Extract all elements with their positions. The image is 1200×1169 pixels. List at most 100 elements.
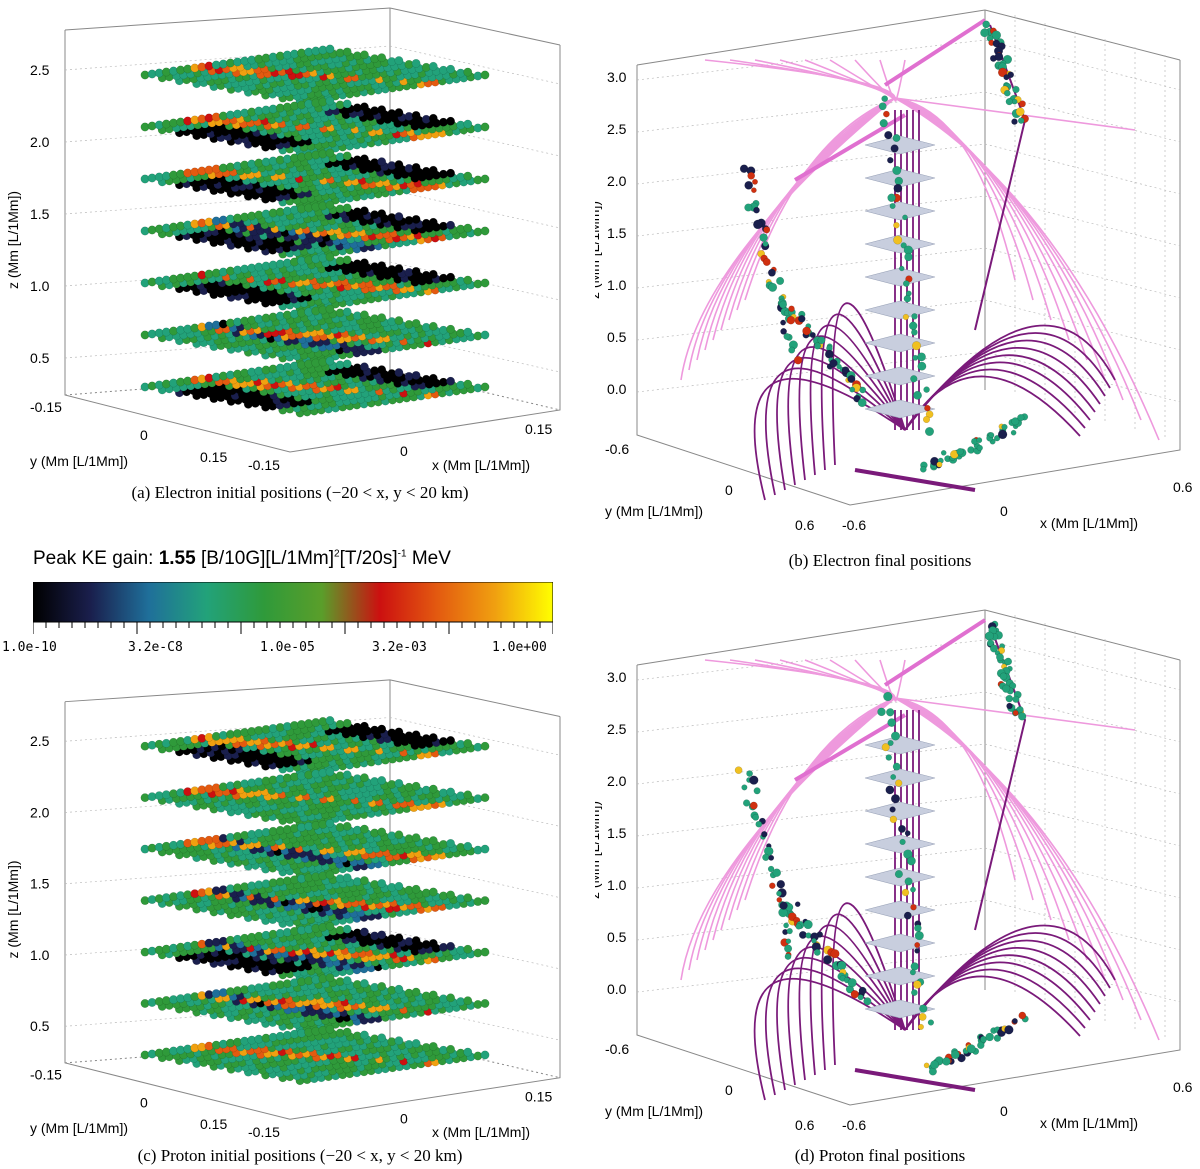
particle — [783, 922, 789, 929]
particle — [877, 707, 886, 717]
z-tick-label: 2.5 — [607, 121, 627, 137]
particle — [394, 108, 404, 118]
particle — [913, 980, 922, 989]
z-tick-label: 0.0 — [607, 381, 627, 397]
z-tick-label: 1.0 — [30, 947, 50, 963]
x-tick-label: -0.15 — [248, 1124, 280, 1140]
particle — [463, 739, 473, 748]
field-line — [787, 346, 906, 486]
particle — [759, 233, 768, 242]
particle — [809, 332, 816, 339]
particle — [394, 933, 404, 943]
particle — [863, 997, 872, 1006]
particle — [752, 178, 758, 185]
axes-top-back — [64, 7, 391, 31]
z-tick-label: 1.5 — [30, 876, 50, 892]
current-sheet — [864, 801, 936, 821]
particle — [858, 986, 867, 995]
grid-line — [389, 333, 561, 373]
x-tick-label: -0.6 — [842, 517, 866, 533]
x-axis-label: x (Mm [L/1Mm]) — [432, 457, 530, 473]
particle — [911, 328, 918, 336]
particle — [1002, 684, 1011, 693]
field-line-thick — [793, 113, 907, 182]
particle — [904, 252, 913, 262]
particle — [359, 979, 369, 988]
particle — [817, 336, 826, 345]
z-axis-label: z (Mm [L/1Mm]) — [5, 191, 21, 289]
particle — [887, 739, 894, 746]
particle — [966, 1044, 976, 1054]
particle — [480, 382, 490, 392]
particle — [993, 1034, 1002, 1042]
field-lines-upper — [680, 618, 1160, 1041]
field-line — [894, 697, 1052, 921]
particle — [956, 448, 964, 456]
particle — [480, 330, 490, 340]
particle — [744, 203, 753, 212]
particle — [923, 416, 931, 424]
x-tick-label: 0 — [1000, 1103, 1008, 1119]
particle — [1012, 710, 1019, 716]
particle — [480, 226, 490, 236]
axes-floor-right — [389, 369, 561, 411]
particle — [1015, 107, 1025, 117]
current-sheet — [864, 300, 936, 320]
grid-line — [984, 247, 1181, 299]
particle — [480, 122, 490, 132]
particle — [743, 799, 751, 807]
particle — [411, 111, 421, 120]
particle — [776, 276, 785, 285]
particle-sheet — [140, 96, 490, 158]
particle — [900, 242, 907, 249]
z-tick-label: 2.5 — [30, 733, 50, 749]
particle — [903, 295, 912, 303]
particle — [914, 924, 922, 932]
particle — [463, 171, 473, 181]
field-line — [744, 697, 896, 901]
particle — [359, 310, 369, 320]
colorbar-title-prefix: Peak KE gain: — [33, 548, 159, 569]
particle — [980, 28, 989, 38]
particle — [910, 904, 917, 911]
field-line — [680, 697, 896, 981]
particle — [850, 990, 859, 999]
particle — [914, 942, 921, 948]
particle — [428, 61, 438, 71]
particle — [342, 1027, 352, 1037]
particle — [325, 96, 335, 106]
particle — [377, 776, 387, 785]
y-axis-label: y (Mm [L/1Mm]) — [605, 503, 703, 519]
particle — [894, 870, 903, 879]
particle — [463, 67, 473, 77]
z-tick-label: 2.5 — [607, 721, 627, 737]
particle — [887, 156, 894, 164]
particle — [772, 868, 782, 877]
particle — [446, 1044, 455, 1054]
particle — [428, 165, 438, 175]
particle — [1003, 89, 1011, 97]
z-axis-label: z (Mm [L/1Mm]) — [595, 801, 602, 899]
particle — [836, 363, 842, 370]
particle — [990, 644, 999, 653]
axes-box — [636, 609, 1181, 1106]
particle — [1011, 118, 1018, 125]
particle — [463, 996, 473, 1006]
particle — [463, 379, 473, 389]
particle — [879, 119, 888, 128]
particle — [1012, 85, 1020, 94]
particle — [901, 888, 910, 897]
particle — [803, 919, 813, 930]
field-line-thick — [854, 468, 976, 492]
particle — [755, 820, 763, 828]
field-line — [680, 97, 896, 381]
particle — [325, 304, 335, 314]
x-tick-label: 0.15 — [525, 1088, 552, 1104]
particle — [325, 921, 335, 931]
particle — [902, 280, 910, 287]
x-axis-label: x (Mm [L/1Mm]) — [432, 1124, 530, 1140]
particle — [359, 1030, 369, 1040]
particle — [463, 790, 473, 800]
particle — [394, 830, 404, 840]
particle — [925, 410, 934, 419]
